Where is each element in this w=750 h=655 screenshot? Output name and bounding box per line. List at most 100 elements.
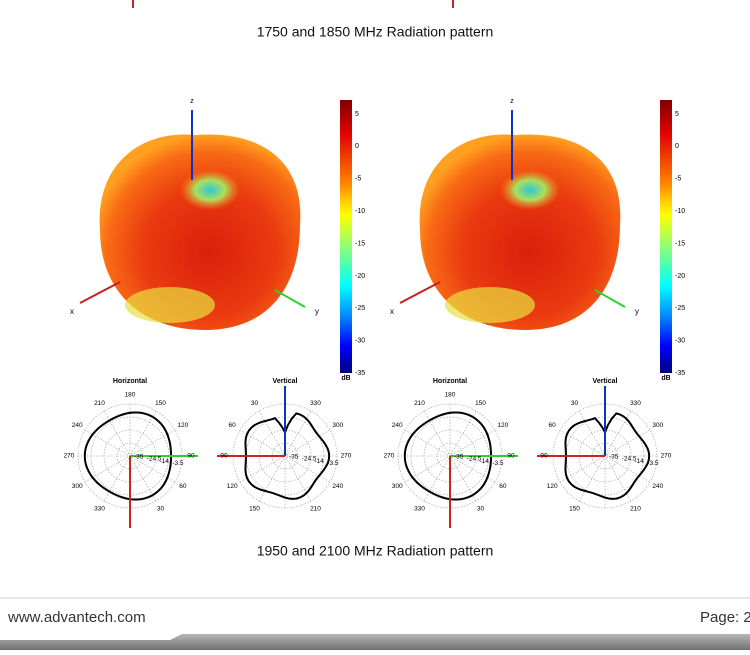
polar-angle: 30 — [571, 400, 579, 407]
colorbar-tick: -15 — [355, 240, 365, 247]
polar-angle: 180 — [445, 392, 456, 399]
colorbar-tick: 5 — [355, 111, 359, 118]
polar-angle: 60 — [229, 422, 237, 429]
colorbar-tick: -20 — [675, 273, 685, 280]
polar-angle: 30 — [157, 506, 165, 513]
footer-bar — [0, 634, 750, 650]
axis-label: x — [390, 307, 394, 316]
colorbar-unit: dB — [661, 375, 670, 382]
colorbar-tick: -25 — [355, 305, 365, 312]
polar-angle: 330 — [630, 400, 641, 407]
polar-angle: 240 — [332, 483, 343, 490]
polar-angle: 240 — [652, 483, 663, 490]
polar-radial: -14 — [160, 458, 170, 465]
polar-angle: 210 — [310, 506, 321, 513]
polar-radial: -3.5 — [172, 460, 184, 467]
polar-angle: 30 — [477, 506, 485, 513]
polar-angle: 330 — [414, 506, 425, 513]
caption: 1950 and 2100 MHz Radiation pattern — [257, 543, 494, 559]
colorbar-tick: -10 — [675, 208, 685, 215]
polar-radial: -14 — [480, 458, 490, 465]
polar-angle: 90 — [220, 453, 228, 460]
colorbar-unit: dB — [341, 375, 350, 382]
polar-pattern — [564, 412, 651, 500]
polar-title: Horizontal — [113, 378, 147, 385]
pattern-lobe — [125, 287, 215, 323]
colorbar-tick: -35 — [355, 370, 365, 377]
polar-angle: 240 — [392, 422, 403, 429]
axis-y — [274, 289, 306, 308]
polar-angle: 120 — [177, 422, 188, 429]
pattern-lobe — [445, 287, 535, 323]
polar-radial: -14 — [635, 458, 645, 465]
polar-angle: 270 — [341, 453, 352, 460]
polar-title: Horizontal — [433, 378, 467, 385]
polar-radial: -24.5 — [302, 456, 317, 463]
axis-x — [399, 281, 441, 304]
polar-angle: 90 — [507, 453, 515, 460]
caption: 1750 and 1850 MHz Radiation pattern — [257, 24, 494, 40]
footer-url: www.advantech.com — [7, 609, 146, 626]
polar-angle: 300 — [332, 422, 343, 429]
polar-angle: 150 — [569, 506, 580, 513]
polar-radial: -24.5 — [147, 456, 162, 463]
colorbar-tick: 0 — [355, 143, 359, 150]
polar-title: Vertical — [593, 378, 618, 385]
polar-angle: 120 — [547, 483, 558, 490]
colorbar — [340, 100, 352, 373]
colorbar-tick: -30 — [675, 338, 685, 345]
polar-angle: 270 — [384, 453, 395, 460]
polar-radial: -35 — [289, 453, 299, 460]
polar-pattern — [244, 412, 331, 500]
colorbar-tick: -5 — [675, 176, 681, 183]
axis-label: z — [190, 98, 194, 105]
polar-angle: 90 — [187, 453, 195, 460]
polar-angle: 120 — [227, 483, 238, 490]
colorbar — [660, 100, 672, 373]
pattern-null — [180, 170, 240, 210]
pattern-3d — [99, 134, 301, 330]
polar-angle: 30 — [251, 400, 259, 407]
polar-angle: 210 — [94, 400, 105, 407]
polar-angle: 60 — [179, 483, 187, 490]
polar-angle: 210 — [630, 506, 641, 513]
polar-angle: 150 — [475, 400, 486, 407]
polar-radial: -3.5 — [492, 460, 504, 467]
polar-radial: -14 — [315, 458, 325, 465]
polar-angle: 60 — [549, 422, 557, 429]
colorbar-tick: 0 — [675, 143, 679, 150]
polar-angle: 330 — [310, 400, 321, 407]
polar-angle: 300 — [72, 483, 83, 490]
polar-angle: 240 — [72, 422, 83, 429]
polar-radial: -24.5 — [467, 456, 482, 463]
polar-angle: 270 — [64, 453, 75, 460]
colorbar-tick: -15 — [675, 240, 685, 247]
axis-y — [594, 289, 626, 308]
pattern-null — [500, 170, 560, 210]
polar-angle: 330 — [94, 506, 105, 513]
polar-angle: 60 — [499, 483, 507, 490]
polar-angle: 210 — [414, 400, 425, 407]
colorbar-tick: -5 — [355, 176, 361, 183]
polar-angle: 270 — [661, 453, 672, 460]
polar-angle: 300 — [652, 422, 663, 429]
polar-radial: -3.5 — [327, 460, 339, 467]
colorbar-tick: -25 — [675, 305, 685, 312]
polar-angle: 180 — [125, 392, 136, 399]
colorbar-tick: 5 — [675, 111, 679, 118]
polar-angle: 300 — [392, 483, 403, 490]
colorbar-tick: -10 — [355, 208, 365, 215]
polar-angle: 90 — [540, 453, 548, 460]
axis-label: z — [510, 98, 514, 105]
polar-radial: -35 — [609, 453, 619, 460]
axis-x — [79, 281, 121, 304]
polar-radial: -35 — [134, 453, 144, 460]
axis-label: x — [70, 307, 74, 316]
polar-angle: 150 — [249, 506, 260, 513]
polar-radial: -3.5 — [647, 460, 659, 467]
polar-angle: 150 — [155, 400, 166, 407]
polar-radial: -35 — [454, 453, 464, 460]
axis-label: y — [315, 307, 319, 316]
